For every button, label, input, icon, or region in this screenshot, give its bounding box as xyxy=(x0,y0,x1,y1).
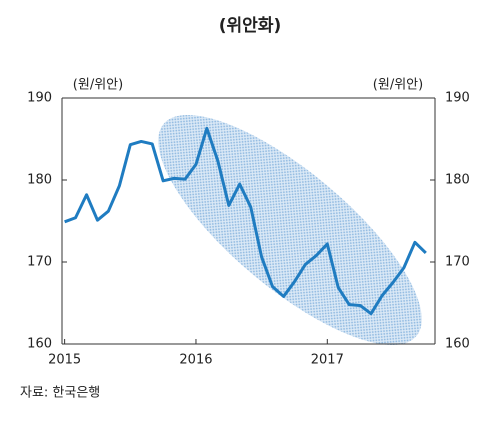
y2-axis-label: (원/위안) xyxy=(373,78,423,93)
data-line xyxy=(64,126,427,316)
y2-tick-label: 170 xyxy=(445,255,470,270)
chart-title: (위안화) xyxy=(219,16,281,36)
y2-tick-label: 160 xyxy=(445,337,470,352)
x-tick-label: 2016 xyxy=(179,353,212,368)
x-tick-label: 2015 xyxy=(48,353,81,368)
plot-frame xyxy=(61,97,436,345)
y-tick-label: 190 xyxy=(27,91,52,106)
y-tick-label: 170 xyxy=(27,255,52,270)
source-note: 자료: 한국은행 xyxy=(20,385,100,401)
highlight-area xyxy=(158,115,422,345)
y-tick-label: 180 xyxy=(27,173,52,188)
y-axis-label: (원/위안) xyxy=(73,78,123,93)
y-tick-label: 160 xyxy=(27,337,52,352)
x-tick-label: 2017 xyxy=(311,353,344,368)
y2-tick-label: 180 xyxy=(445,173,470,188)
y2-tick-label: 190 xyxy=(445,91,470,106)
